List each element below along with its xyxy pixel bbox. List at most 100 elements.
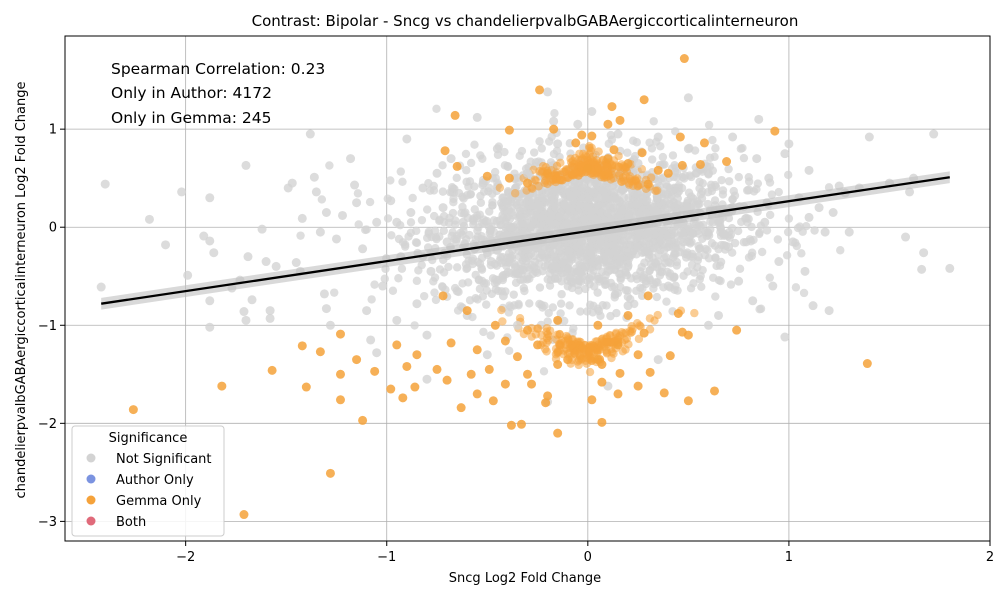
- point-not-significant: [319, 289, 329, 299]
- point-gemma-only: [484, 364, 494, 374]
- point-not-significant: [905, 187, 915, 197]
- point-not-significant: [728, 132, 738, 142]
- legend-label-not-significant: Not Significant: [116, 452, 212, 467]
- dense-point: [602, 301, 611, 310]
- dense-point: [632, 138, 642, 147]
- dense-point: [398, 238, 408, 247]
- dense-point: [652, 292, 662, 302]
- dense-point: [503, 162, 513, 172]
- dense-point: [617, 184, 627, 194]
- dense-point: [625, 254, 634, 263]
- legend-marker-both: [86, 516, 96, 526]
- dense-point: [687, 228, 697, 238]
- dense-point: [662, 297, 671, 306]
- dense-point: [473, 226, 482, 235]
- dense-point: [714, 276, 724, 285]
- dense-point: [505, 268, 515, 278]
- point-gemma-only: [675, 132, 685, 142]
- dense-point: [397, 264, 407, 273]
- point-not-significant: [683, 93, 693, 103]
- point-gemma-only: [615, 115, 625, 125]
- dense-point: [586, 212, 596, 221]
- dense-point: [810, 226, 819, 235]
- dense-point: [615, 196, 624, 205]
- dense-gemma-point: [542, 338, 551, 348]
- dense-point: [432, 234, 441, 244]
- point-not-significant: [426, 266, 436, 276]
- dense-point: [621, 285, 631, 295]
- point-gemma-only: [673, 309, 683, 319]
- dense-point: [648, 155, 657, 164]
- dense-point: [529, 148, 539, 157]
- point-not-significant: [350, 180, 360, 190]
- point-gemma-only: [770, 126, 780, 136]
- dense-gemma-point: [593, 345, 602, 355]
- dense-point: [383, 214, 393, 223]
- point-not-significant: [752, 154, 762, 164]
- dense-point: [556, 309, 565, 318]
- dense-point: [613, 288, 623, 298]
- dense-point: [744, 177, 754, 186]
- dense-point: [414, 266, 423, 275]
- dense-point: [765, 210, 775, 220]
- point-not-significant: [438, 203, 448, 213]
- dense-point: [452, 263, 462, 272]
- point-gemma-only: [623, 158, 633, 168]
- point-gemma-only: [637, 148, 647, 158]
- dense-point: [537, 250, 547, 259]
- dense-point: [365, 197, 375, 207]
- point-gemma-only: [722, 157, 732, 167]
- point-gemma-only: [639, 328, 649, 338]
- point-gemma-only: [504, 125, 514, 135]
- point-not-significant: [784, 139, 794, 149]
- dense-point: [765, 273, 775, 282]
- dense-gemma-point: [534, 182, 543, 191]
- point-gemma-only: [597, 359, 607, 369]
- dense-point: [380, 274, 389, 283]
- point-gemma-only: [553, 428, 563, 438]
- legend-label-gemma-only: Gemma Only: [116, 494, 202, 509]
- point-gemma-only: [603, 154, 613, 164]
- dense-point: [703, 246, 712, 255]
- dense-point: [784, 214, 794, 223]
- dense-point: [649, 279, 659, 289]
- point-gemma-only: [432, 364, 442, 374]
- dense-point: [615, 241, 624, 251]
- dense-gemma-point: [564, 336, 573, 345]
- point-gemma-only: [663, 168, 673, 178]
- scatter-points: [96, 54, 955, 520]
- dense-point: [783, 227, 793, 237]
- point-gemma-only: [472, 345, 482, 355]
- dense-gemma-point: [584, 347, 594, 356]
- legend-marker-author-only: [86, 474, 96, 484]
- dense-point: [388, 286, 398, 295]
- dense-point: [595, 277, 604, 286]
- dense-point: [452, 173, 461, 183]
- dense-point: [518, 266, 528, 275]
- dense-gemma-point: [690, 308, 699, 318]
- point-not-significant: [199, 231, 209, 241]
- dense-point: [711, 144, 720, 153]
- dense-point: [752, 184, 761, 194]
- dense-gemma-point: [530, 175, 539, 185]
- dense-point: [438, 161, 447, 170]
- dense-point: [687, 260, 697, 270]
- point-gemma-only: [587, 395, 597, 405]
- point-not-significant: [144, 214, 154, 224]
- dense-point: [540, 301, 549, 310]
- dense-point: [506, 302, 515, 312]
- point-not-significant: [768, 281, 778, 291]
- dense-point: [747, 222, 756, 232]
- dense-point: [557, 277, 566, 286]
- dense-point: [551, 262, 561, 271]
- dense-gemma-point: [624, 180, 634, 189]
- dense-point: [594, 256, 603, 266]
- legend-box: [71, 425, 225, 537]
- dense-point: [617, 206, 627, 215]
- point-not-significant: [506, 208, 516, 218]
- dense-point: [711, 254, 720, 263]
- y-tick-label: 1: [49, 123, 57, 138]
- dense-point: [707, 183, 716, 192]
- dense-point: [387, 231, 396, 240]
